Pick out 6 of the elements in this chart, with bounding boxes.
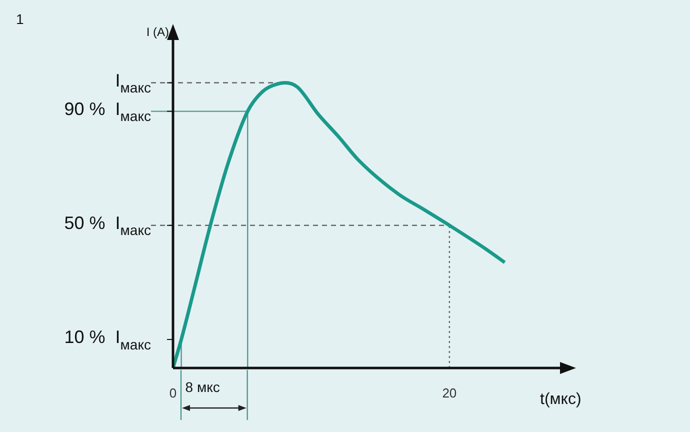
x-axis-title: t(мкс) bbox=[540, 391, 582, 408]
text: 1 bbox=[16, 11, 24, 27]
x-tick-label: 0 bbox=[169, 386, 177, 401]
x-tick-label: 20 bbox=[442, 386, 457, 401]
annotation: 8 мкс bbox=[185, 379, 220, 395]
y-axis-title: I (A) bbox=[146, 25, 170, 39]
